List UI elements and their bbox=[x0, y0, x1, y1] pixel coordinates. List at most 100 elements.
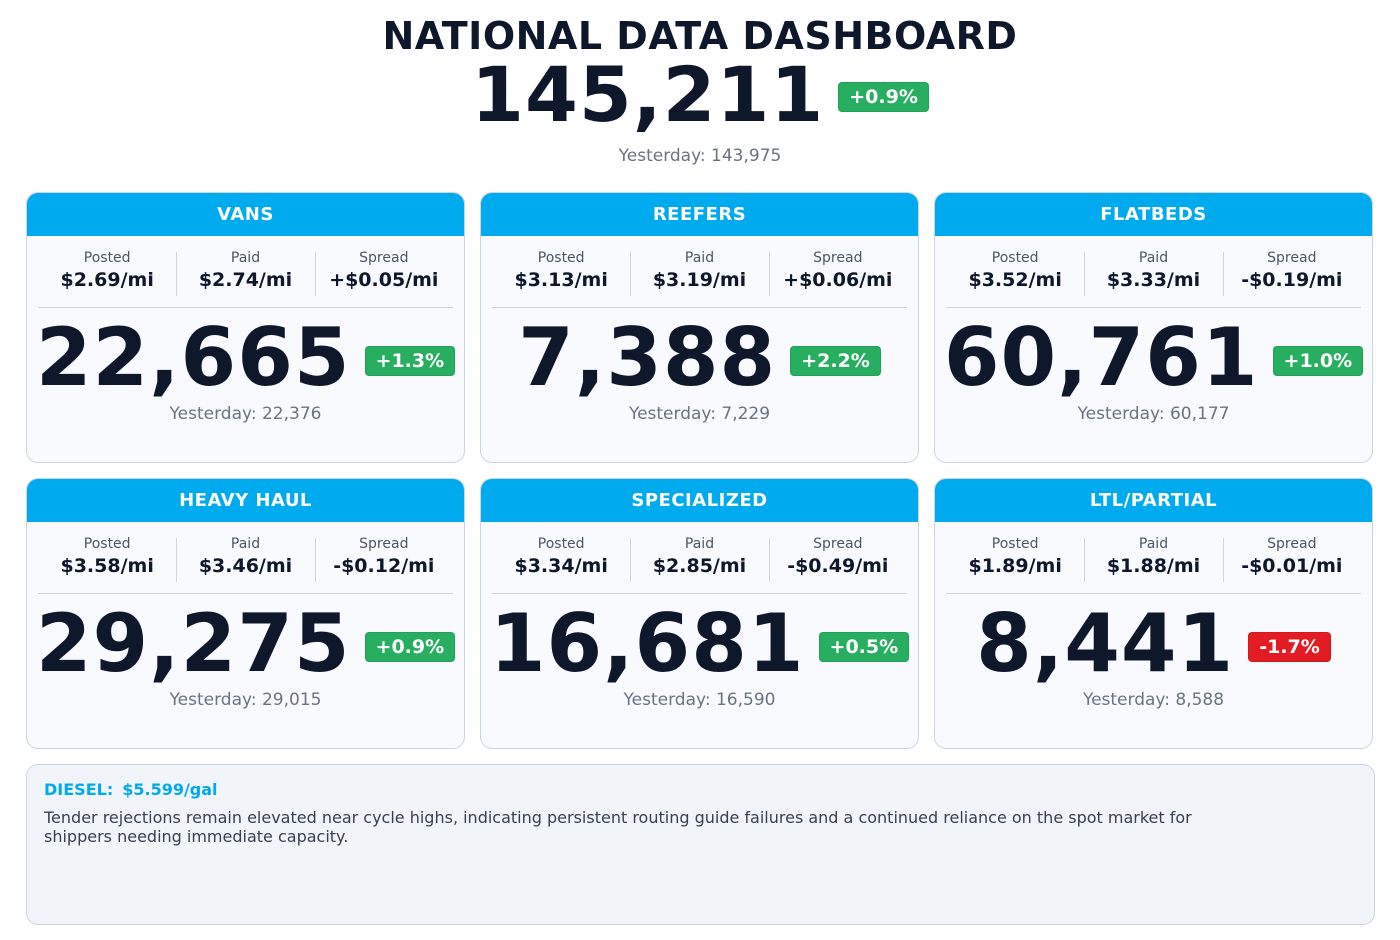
load-count-row: 8,441 -1.7% bbox=[935, 599, 1372, 689]
paid-rate: Paid $2.74/mi bbox=[176, 250, 314, 307]
spread-value: -$0.01/mi bbox=[1241, 555, 1343, 577]
spread-value: -$0.49/mi bbox=[787, 555, 889, 577]
posted-rate: Posted $1.89/mi bbox=[946, 536, 1084, 593]
paid-value: $3.33/mi bbox=[1106, 269, 1201, 291]
change-badge: -1.7% bbox=[1248, 632, 1331, 662]
paid-label: Paid bbox=[230, 250, 261, 266]
diesel-price-line: DIESEL: $5.599/gal bbox=[44, 780, 1357, 800]
posted-rate: Posted $3.58/mi bbox=[38, 536, 176, 593]
spread-label: Spread bbox=[1267, 536, 1317, 552]
rate-row: Posted $3.58/mi Paid $3.46/mi Spread -$0… bbox=[38, 536, 453, 594]
change-badge: +0.5% bbox=[818, 632, 910, 662]
paid-rate: Paid $1.88/mi bbox=[1084, 536, 1222, 593]
yesterday-count: Yesterday: 7,229 bbox=[628, 404, 771, 424]
spread-value: +$0.06/mi bbox=[783, 269, 893, 291]
posted-rate: Posted $2.69/mi bbox=[38, 250, 176, 307]
paid-value: $2.85/mi bbox=[652, 555, 747, 577]
load-count: 60,761 bbox=[943, 311, 1259, 404]
posted-label: Posted bbox=[537, 536, 585, 552]
rate-row: Posted $2.69/mi Paid $2.74/mi Spread +$0… bbox=[38, 250, 453, 308]
paid-rate: Paid $2.85/mi bbox=[630, 536, 768, 593]
card-title: HEAVY HAUL bbox=[27, 479, 464, 522]
posted-rate: Posted $3.52/mi bbox=[946, 250, 1084, 307]
rate-row: Posted $1.89/mi Paid $1.88/mi Spread -$0… bbox=[946, 536, 1361, 594]
posted-value: $2.69/mi bbox=[60, 269, 154, 291]
spread-label: Spread bbox=[1267, 250, 1317, 266]
yesterday-count: Yesterday: 16,590 bbox=[623, 690, 776, 710]
spread-rate: Spread +$0.05/mi bbox=[314, 250, 453, 307]
spread-rate: Spread -$0.49/mi bbox=[768, 536, 907, 593]
spread-label: Spread bbox=[359, 536, 409, 552]
paid-value: $3.46/mi bbox=[198, 555, 293, 577]
change-badge: +1.3% bbox=[364, 346, 456, 376]
card-specialized: SPECIALIZED Posted $3.34/mi Paid $2.85/m… bbox=[480, 478, 919, 749]
total-change-badge: +0.9% bbox=[838, 82, 929, 112]
spread-rate: Spread -$0.01/mi bbox=[1222, 536, 1361, 593]
paid-rate: Paid $3.19/mi bbox=[630, 250, 768, 307]
spread-rate: Spread +$0.06/mi bbox=[768, 250, 907, 307]
card-title: SPECIALIZED bbox=[481, 479, 918, 522]
posted-label: Posted bbox=[537, 250, 585, 266]
load-count: 8,441 bbox=[976, 597, 1235, 690]
load-count-row: 22,665 +1.3% bbox=[27, 313, 464, 403]
rate-row: Posted $3.52/mi Paid $3.33/mi Spread -$0… bbox=[946, 250, 1361, 308]
load-count-row: 7,388 +2.2% bbox=[481, 313, 918, 403]
posted-value: $3.58/mi bbox=[60, 555, 154, 577]
posted-value: $1.89/mi bbox=[968, 555, 1062, 577]
paid-label: Paid bbox=[1138, 250, 1169, 266]
card-vans: VANS Posted $2.69/mi Paid $2.74/mi Sprea… bbox=[26, 192, 465, 463]
rate-row: Posted $3.13/mi Paid $3.19/mi Spread +$0… bbox=[492, 250, 907, 308]
card-reefers: REEFERS Posted $3.13/mi Paid $3.19/mi Sp… bbox=[480, 192, 919, 463]
yesterday-count: Yesterday: 29,015 bbox=[169, 690, 322, 710]
rate-row: Posted $3.34/mi Paid $2.85/mi Spread -$0… bbox=[492, 536, 907, 594]
total-loads-value: 145,211 bbox=[471, 50, 825, 139]
posted-label: Posted bbox=[83, 250, 131, 266]
load-count: 7,388 bbox=[518, 311, 777, 404]
equipment-card-grid: VANS Posted $2.69/mi Paid $2.74/mi Sprea… bbox=[26, 192, 1373, 749]
load-count: 16,681 bbox=[489, 597, 805, 690]
spread-label: Spread bbox=[813, 536, 863, 552]
spread-value: -$0.12/mi bbox=[333, 555, 435, 577]
spread-value: -$0.19/mi bbox=[1241, 269, 1343, 291]
load-count: 29,275 bbox=[35, 597, 351, 690]
spread-label: Spread bbox=[813, 250, 863, 266]
load-count-row: 16,681 +0.5% bbox=[481, 599, 918, 689]
yesterday-count: Yesterday: 60,177 bbox=[1077, 404, 1230, 424]
change-badge: +1.0% bbox=[1272, 346, 1364, 376]
posted-rate: Posted $3.34/mi bbox=[492, 536, 630, 593]
diesel-price: $5.599/gal bbox=[122, 780, 218, 799]
card-title: FLATBEDS bbox=[935, 193, 1372, 236]
posted-value: $3.13/mi bbox=[514, 269, 608, 291]
card-title: LTL/PARTIAL bbox=[935, 479, 1372, 522]
paid-label: Paid bbox=[230, 536, 261, 552]
posted-value: $3.52/mi bbox=[968, 269, 1062, 291]
spread-label: Spread bbox=[359, 250, 409, 266]
load-count-row: 29,275 +0.9% bbox=[27, 599, 464, 689]
card-title: VANS bbox=[27, 193, 464, 236]
yesterday-count: Yesterday: 8,588 bbox=[1082, 690, 1225, 710]
paid-value: $2.74/mi bbox=[198, 269, 293, 291]
change-badge: +2.2% bbox=[790, 346, 881, 376]
card-flatbeds: FLATBEDS Posted $3.52/mi Paid $3.33/mi S… bbox=[934, 192, 1373, 463]
change-badge: +0.9% bbox=[364, 632, 456, 662]
market-notes-panel: DIESEL: $5.599/gal Tender rejections rema… bbox=[26, 764, 1375, 925]
posted-label: Posted bbox=[991, 250, 1039, 266]
card-ltl-partial: LTL/PARTIAL Posted $1.89/mi Paid $1.88/m… bbox=[934, 478, 1373, 749]
paid-rate: Paid $3.46/mi bbox=[176, 536, 314, 593]
posted-label: Posted bbox=[83, 536, 131, 552]
spread-rate: Spread -$0.12/mi bbox=[314, 536, 453, 593]
posted-label: Posted bbox=[991, 536, 1039, 552]
total-loads-row: 145,211 +0.9% bbox=[0, 50, 1400, 139]
paid-value: $3.19/mi bbox=[652, 269, 747, 291]
paid-label: Paid bbox=[1138, 536, 1169, 552]
paid-rate: Paid $3.33/mi bbox=[1084, 250, 1222, 307]
spread-rate: Spread -$0.19/mi bbox=[1222, 250, 1361, 307]
paid-label: Paid bbox=[684, 250, 715, 266]
card-heavy-haul: HEAVY HAUL Posted $3.58/mi Paid $3.46/mi… bbox=[26, 478, 465, 749]
page-title: NATIONAL DATA DASHBOARD bbox=[382, 14, 1018, 58]
load-count-row: 60,761 +1.0% bbox=[935, 313, 1372, 403]
posted-value: $3.34/mi bbox=[514, 555, 608, 577]
paid-value: $1.88/mi bbox=[1106, 555, 1201, 577]
market-commentary: Tender rejections remain elevated near c… bbox=[44, 808, 1192, 846]
